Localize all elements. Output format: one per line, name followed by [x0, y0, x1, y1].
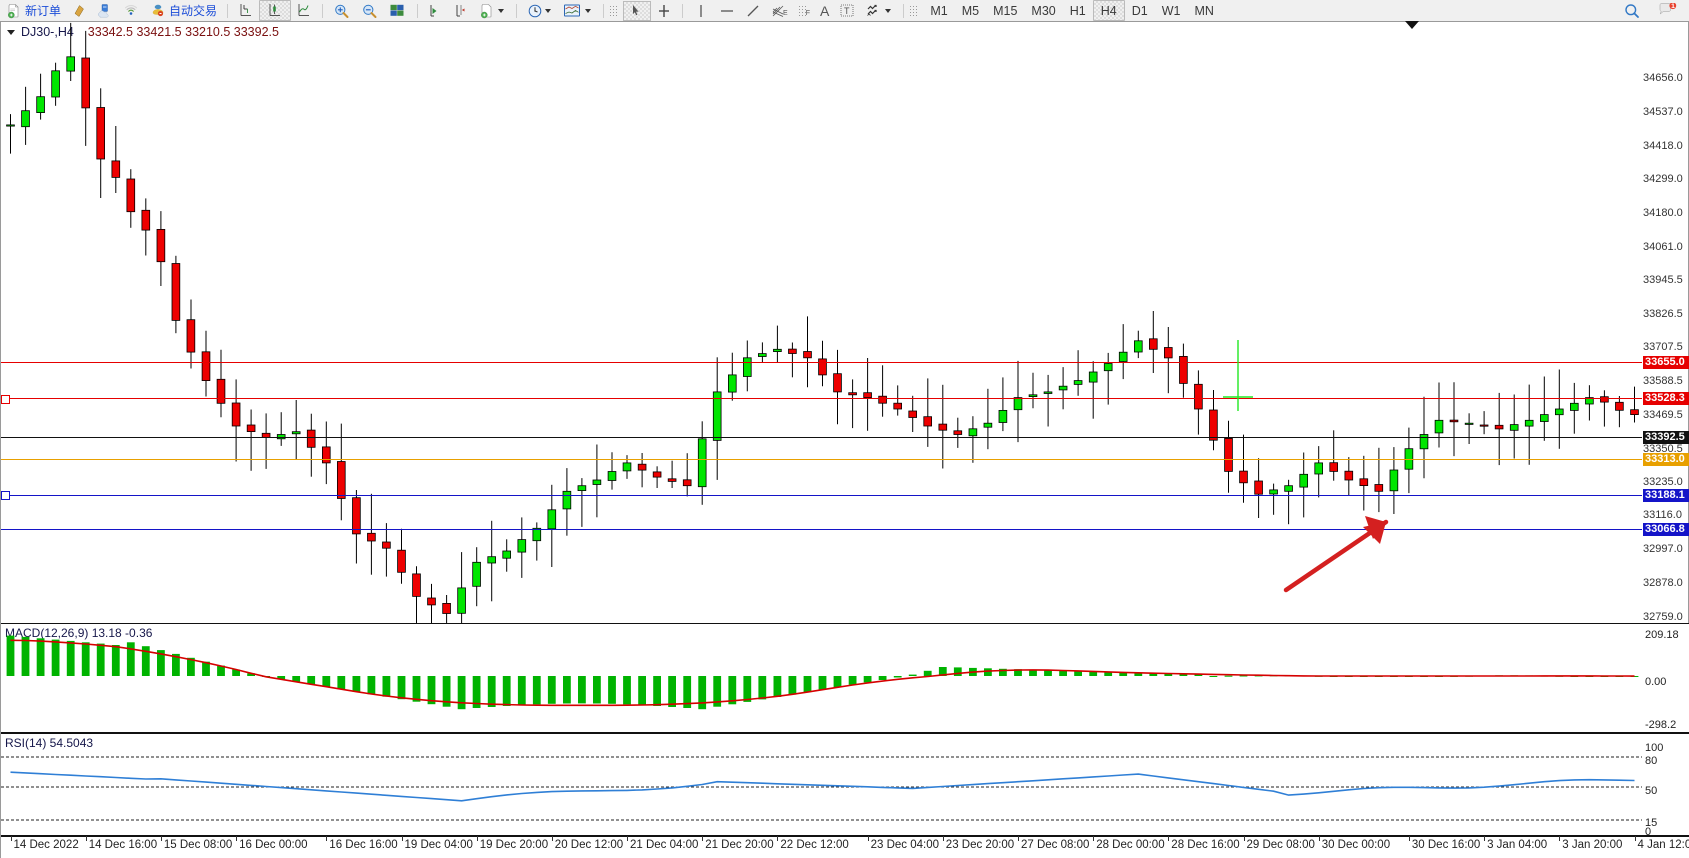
svg-text:1: 1 [1671, 3, 1675, 10]
svg-text:T: T [844, 6, 850, 16]
